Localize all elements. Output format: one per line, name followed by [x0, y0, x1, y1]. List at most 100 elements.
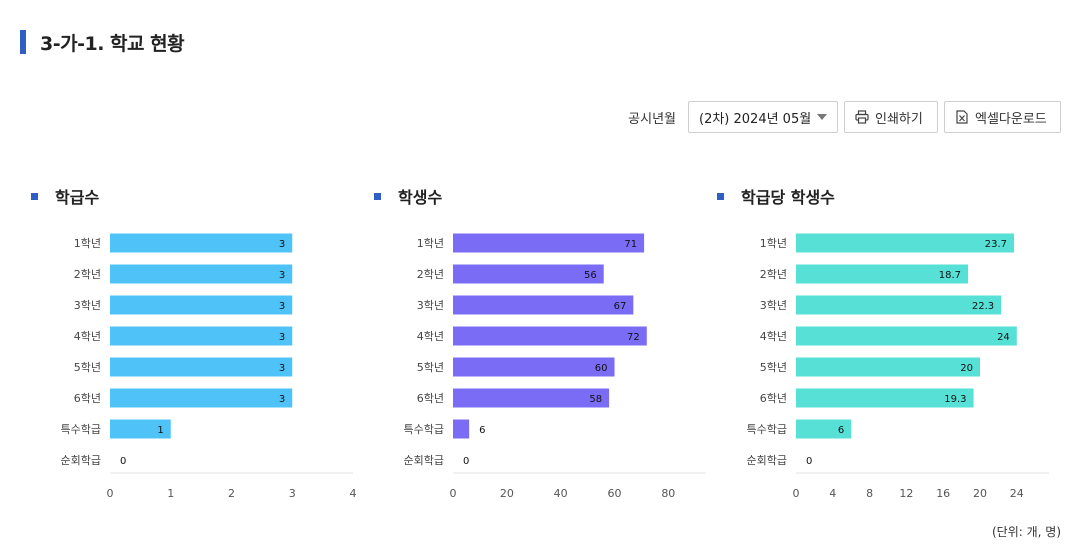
data-label: 0 — [806, 456, 812, 467]
x-tick-label: 0 — [793, 487, 800, 500]
category-label: 6학년 — [74, 392, 101, 405]
bar[interactable] — [110, 295, 293, 315]
category-label: 5학년 — [74, 361, 101, 374]
category-label: 3학년 — [74, 299, 101, 312]
page-title: 3-가-1. 학교 현황 — [40, 32, 185, 55]
bar[interactable] — [796, 326, 1017, 346]
bar[interactable] — [110, 326, 293, 346]
bar[interactable] — [796, 233, 1015, 253]
data-label: 3 — [279, 394, 285, 405]
category-label: 6학년 — [417, 392, 444, 405]
category-label: 1학년 — [760, 237, 787, 250]
chart-title-classes: 학급수 — [31, 184, 99, 208]
chart-students-per-class: 0 4 8 12 16 20 24 1학년 23.7 2학년 18.7 3학년 22.3 4학년 24 5학년… — [747, 233, 1049, 500]
category-label: 순회학급 — [61, 454, 101, 467]
bar[interactable] — [453, 326, 647, 346]
x-tick-label: 80 — [661, 487, 675, 500]
x-tick-label: 24 — [1010, 487, 1024, 500]
x-tick-label: 12 — [899, 487, 913, 500]
category-label: 3학년 — [760, 299, 787, 312]
data-label: 20 — [960, 363, 973, 374]
category-label: 5학년 — [760, 361, 787, 374]
bar[interactable] — [453, 295, 634, 315]
chevron-down-icon — [817, 114, 827, 120]
x-tick-label: 16 — [936, 487, 950, 500]
x-tick-label: 60 — [607, 487, 621, 500]
bar[interactable] — [110, 264, 293, 284]
category-label: 4학년 — [760, 330, 787, 343]
data-label: 67 — [614, 301, 627, 312]
data-label: 23.7 — [985, 239, 1007, 250]
chart-title-text: 학급수 — [55, 188, 100, 207]
chart-classes: 0 1 2 3 4 1학년 3 2학년 3 3학년 3 4학년 3 5학년 3 6학년 3 특수학급 1 순회학급 0 — [61, 233, 357, 500]
excel-button-label: 엑셀다운로드 — [975, 111, 1047, 127]
data-label: 19.3 — [944, 394, 966, 405]
year-select[interactable]: (2차) 2024년 05월 — [688, 101, 838, 133]
unit-note: (단위: 개, 명) — [991, 525, 1061, 539]
data-label: 56 — [584, 270, 597, 281]
data-label: 3 — [279, 270, 285, 281]
bar[interactable] — [453, 233, 645, 253]
bar[interactable] — [110, 419, 171, 439]
bullet-square-icon — [374, 192, 381, 200]
excel-download-button[interactable]: 엑셀다운로드 — [944, 101, 1061, 133]
data-label: 6 — [838, 425, 844, 436]
bar[interactable] — [453, 419, 470, 439]
bar[interactable] — [110, 357, 293, 377]
data-label: 18.7 — [939, 270, 961, 281]
data-label: 72 — [627, 332, 640, 343]
x-tick-label: 0 — [107, 487, 114, 500]
data-label: 3 — [279, 332, 285, 343]
x-tick-label: 20 — [500, 487, 514, 500]
x-tick-label: 20 — [973, 487, 987, 500]
chart-title-text: 학생수 — [398, 188, 443, 207]
data-label: 1 — [157, 425, 163, 436]
bar[interactable] — [796, 295, 1002, 315]
data-label: 3 — [279, 301, 285, 312]
category-label: 3학년 — [417, 299, 444, 312]
bar[interactable] — [110, 388, 293, 408]
data-label: 3 — [279, 363, 285, 374]
category-label: 순회학급 — [404, 454, 444, 467]
data-label: 71 — [624, 239, 637, 250]
category-label: 순회학급 — [747, 454, 787, 467]
x-tick-label: 4 — [350, 487, 357, 500]
bar[interactable] — [110, 233, 293, 253]
bar[interactable] — [796, 388, 974, 408]
data-label: 0 — [120, 456, 126, 467]
bullet-square-icon — [31, 192, 38, 200]
chart-title-students-per-class: 학급당 학생수 — [717, 184, 835, 208]
category-label: 4학년 — [74, 330, 101, 343]
data-label: 60 — [595, 363, 608, 374]
category-label: 특수학급 — [404, 423, 444, 436]
bar[interactable] — [453, 388, 610, 408]
category-label: 2학년 — [74, 268, 101, 281]
x-tick-label: 2 — [228, 487, 235, 500]
category-label: 2학년 — [760, 268, 787, 281]
data-label: 0 — [463, 456, 469, 467]
bar[interactable] — [453, 264, 604, 284]
page-title-group: 3-가-1. 학교 현황 — [20, 30, 185, 55]
x-tick-label: 40 — [554, 487, 568, 500]
category-label: 2학년 — [417, 268, 444, 281]
data-label: 22.3 — [972, 301, 994, 312]
category-label: 1학년 — [417, 237, 444, 250]
printer-icon — [855, 110, 869, 124]
bar[interactable] — [796, 357, 980, 377]
year-select-value: (2차) 2024년 05월 — [699, 111, 812, 127]
bar[interactable] — [796, 419, 852, 439]
chart-title-text: 학급당 학생수 — [741, 188, 835, 207]
x-tick-label: 4 — [829, 487, 836, 500]
x-tick-label: 0 — [450, 487, 457, 500]
bar[interactable] — [453, 357, 615, 377]
category-label: 1학년 — [74, 237, 101, 250]
category-label: 5학년 — [417, 361, 444, 374]
bar[interactable] — [796, 264, 969, 284]
title-accent-bar — [20, 30, 26, 54]
print-button[interactable]: 인쇄하기 — [844, 101, 938, 133]
x-tick-label: 8 — [866, 487, 873, 500]
print-button-label: 인쇄하기 — [875, 111, 923, 127]
bullet-square-icon — [717, 192, 724, 200]
category-label: 4학년 — [417, 330, 444, 343]
